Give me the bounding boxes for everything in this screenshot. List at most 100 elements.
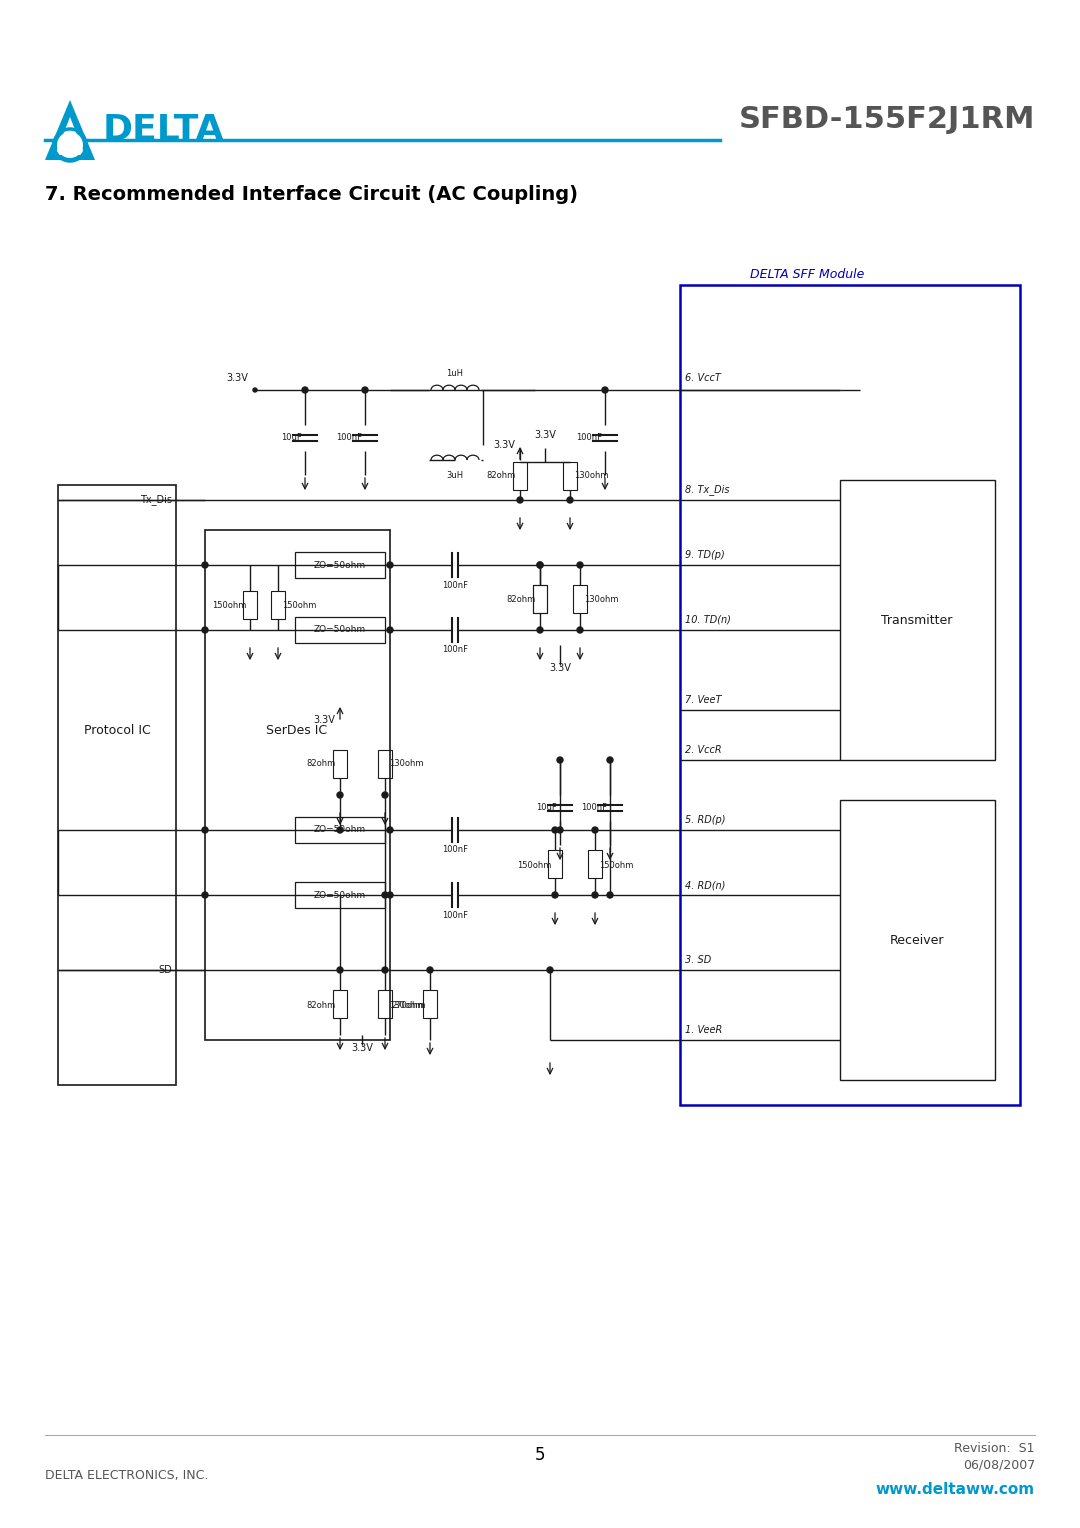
Text: 3.3V: 3.3V — [226, 373, 248, 384]
Circle shape — [382, 792, 388, 798]
Circle shape — [537, 562, 543, 568]
Text: ZO=50ohm: ZO=50ohm — [314, 825, 366, 834]
Text: 5: 5 — [535, 1445, 545, 1464]
Bar — [423, 990, 437, 1018]
Text: 10. TD(n): 10. TD(n) — [685, 614, 731, 625]
Circle shape — [427, 967, 433, 973]
Text: 150ohm: 150ohm — [599, 860, 633, 869]
Circle shape — [592, 892, 598, 898]
Text: 100nF: 100nF — [442, 845, 468, 854]
Circle shape — [557, 756, 563, 762]
Bar — [333, 750, 347, 778]
Text: 82ohm: 82ohm — [307, 758, 336, 767]
Bar — [840, 801, 995, 1080]
Text: 1. VeeR: 1. VeeR — [685, 1025, 723, 1034]
Bar — [243, 591, 257, 619]
Text: 06/08/2007: 06/08/2007 — [962, 1459, 1035, 1471]
Circle shape — [537, 562, 543, 568]
Circle shape — [202, 626, 208, 633]
Text: 5. RD(p): 5. RD(p) — [685, 814, 726, 825]
Bar — [205, 530, 390, 1041]
Text: 6. VccT: 6. VccT — [685, 373, 720, 384]
Text: ZO=50ohm: ZO=50ohm — [314, 561, 366, 570]
Text: Transmitter: Transmitter — [881, 614, 953, 626]
Circle shape — [592, 827, 598, 833]
Text: Receiver: Receiver — [890, 934, 944, 946]
Circle shape — [552, 892, 558, 898]
Text: 270ohm: 270ohm — [391, 1001, 426, 1010]
Text: 3uH: 3uH — [446, 472, 463, 480]
Text: DELTA: DELTA — [103, 113, 225, 147]
Text: 100nF: 100nF — [576, 434, 602, 443]
Bar — [513, 461, 527, 490]
Text: 1uH: 1uH — [446, 370, 463, 379]
Text: 7. VeeT: 7. VeeT — [685, 695, 721, 704]
Circle shape — [577, 562, 583, 568]
Text: 100nF: 100nF — [442, 911, 468, 920]
Text: 10uF: 10uF — [537, 804, 557, 813]
Circle shape — [57, 131, 83, 157]
Bar — [548, 850, 562, 879]
Text: ZO=50ohm: ZO=50ohm — [314, 891, 366, 900]
Circle shape — [552, 827, 558, 833]
Text: 82ohm: 82ohm — [487, 472, 516, 480]
Bar — [563, 461, 577, 490]
Text: 130ohm: 130ohm — [573, 472, 608, 480]
Bar — [378, 750, 392, 778]
Circle shape — [337, 827, 343, 833]
Circle shape — [202, 892, 208, 898]
Bar — [378, 990, 392, 1018]
Text: SerDes IC: SerDes IC — [267, 723, 327, 736]
Bar — [534, 585, 546, 613]
Text: 150ohm: 150ohm — [212, 601, 246, 610]
Bar — [58, 484, 176, 1085]
Text: 150ohm: 150ohm — [516, 860, 551, 869]
Circle shape — [253, 388, 257, 393]
Text: 82ohm: 82ohm — [507, 596, 536, 605]
Bar — [573, 585, 588, 613]
Bar — [295, 552, 384, 578]
Circle shape — [387, 562, 393, 568]
Circle shape — [387, 626, 393, 633]
Circle shape — [387, 892, 393, 898]
Circle shape — [362, 387, 368, 393]
Bar — [271, 591, 285, 619]
Text: 3. SD: 3. SD — [685, 955, 712, 966]
Text: Protocol IC: Protocol IC — [83, 723, 150, 736]
Bar — [840, 480, 995, 759]
Circle shape — [577, 626, 583, 633]
Text: 3.3V: 3.3V — [535, 429, 556, 440]
Text: 100nF: 100nF — [442, 581, 468, 590]
Text: 9. TD(p): 9. TD(p) — [685, 550, 725, 559]
Bar — [588, 850, 602, 879]
Text: 150ohm: 150ohm — [282, 601, 316, 610]
Circle shape — [567, 497, 573, 503]
Text: 100nF: 100nF — [336, 434, 362, 443]
Polygon shape — [45, 99, 95, 160]
Text: 7. Recommended Interface Circuit (AC Coupling): 7. Recommended Interface Circuit (AC Cou… — [45, 185, 578, 205]
Bar — [534, 585, 546, 613]
Text: Tx_Dis: Tx_Dis — [140, 495, 172, 506]
Text: 130ohm: 130ohm — [584, 596, 619, 605]
Text: Revision:  S1: Revision: S1 — [955, 1441, 1035, 1455]
Text: SFBD-155F2J1RM: SFBD-155F2J1RM — [739, 105, 1035, 134]
Bar — [680, 286, 1020, 1105]
Text: SD: SD — [159, 966, 172, 975]
Circle shape — [337, 967, 343, 973]
Circle shape — [387, 827, 393, 833]
Text: 3.3V: 3.3V — [494, 440, 515, 451]
Circle shape — [602, 387, 608, 393]
Text: 2. VccR: 2. VccR — [685, 746, 721, 755]
Circle shape — [302, 387, 308, 393]
Text: 82ohm: 82ohm — [307, 1001, 336, 1010]
Bar — [295, 617, 384, 643]
Text: 3.3V: 3.3V — [351, 1044, 373, 1053]
Bar — [295, 882, 384, 908]
Bar — [295, 817, 384, 843]
Text: 3.3V: 3.3V — [549, 663, 571, 672]
Text: 10uF: 10uF — [281, 434, 302, 443]
Text: 8. Tx_Dis: 8. Tx_Dis — [685, 484, 729, 495]
Circle shape — [537, 626, 543, 633]
Text: 100nF: 100nF — [442, 645, 468, 654]
Text: DELTA ELECTRONICS, INC.: DELTA ELECTRONICS, INC. — [45, 1468, 208, 1482]
